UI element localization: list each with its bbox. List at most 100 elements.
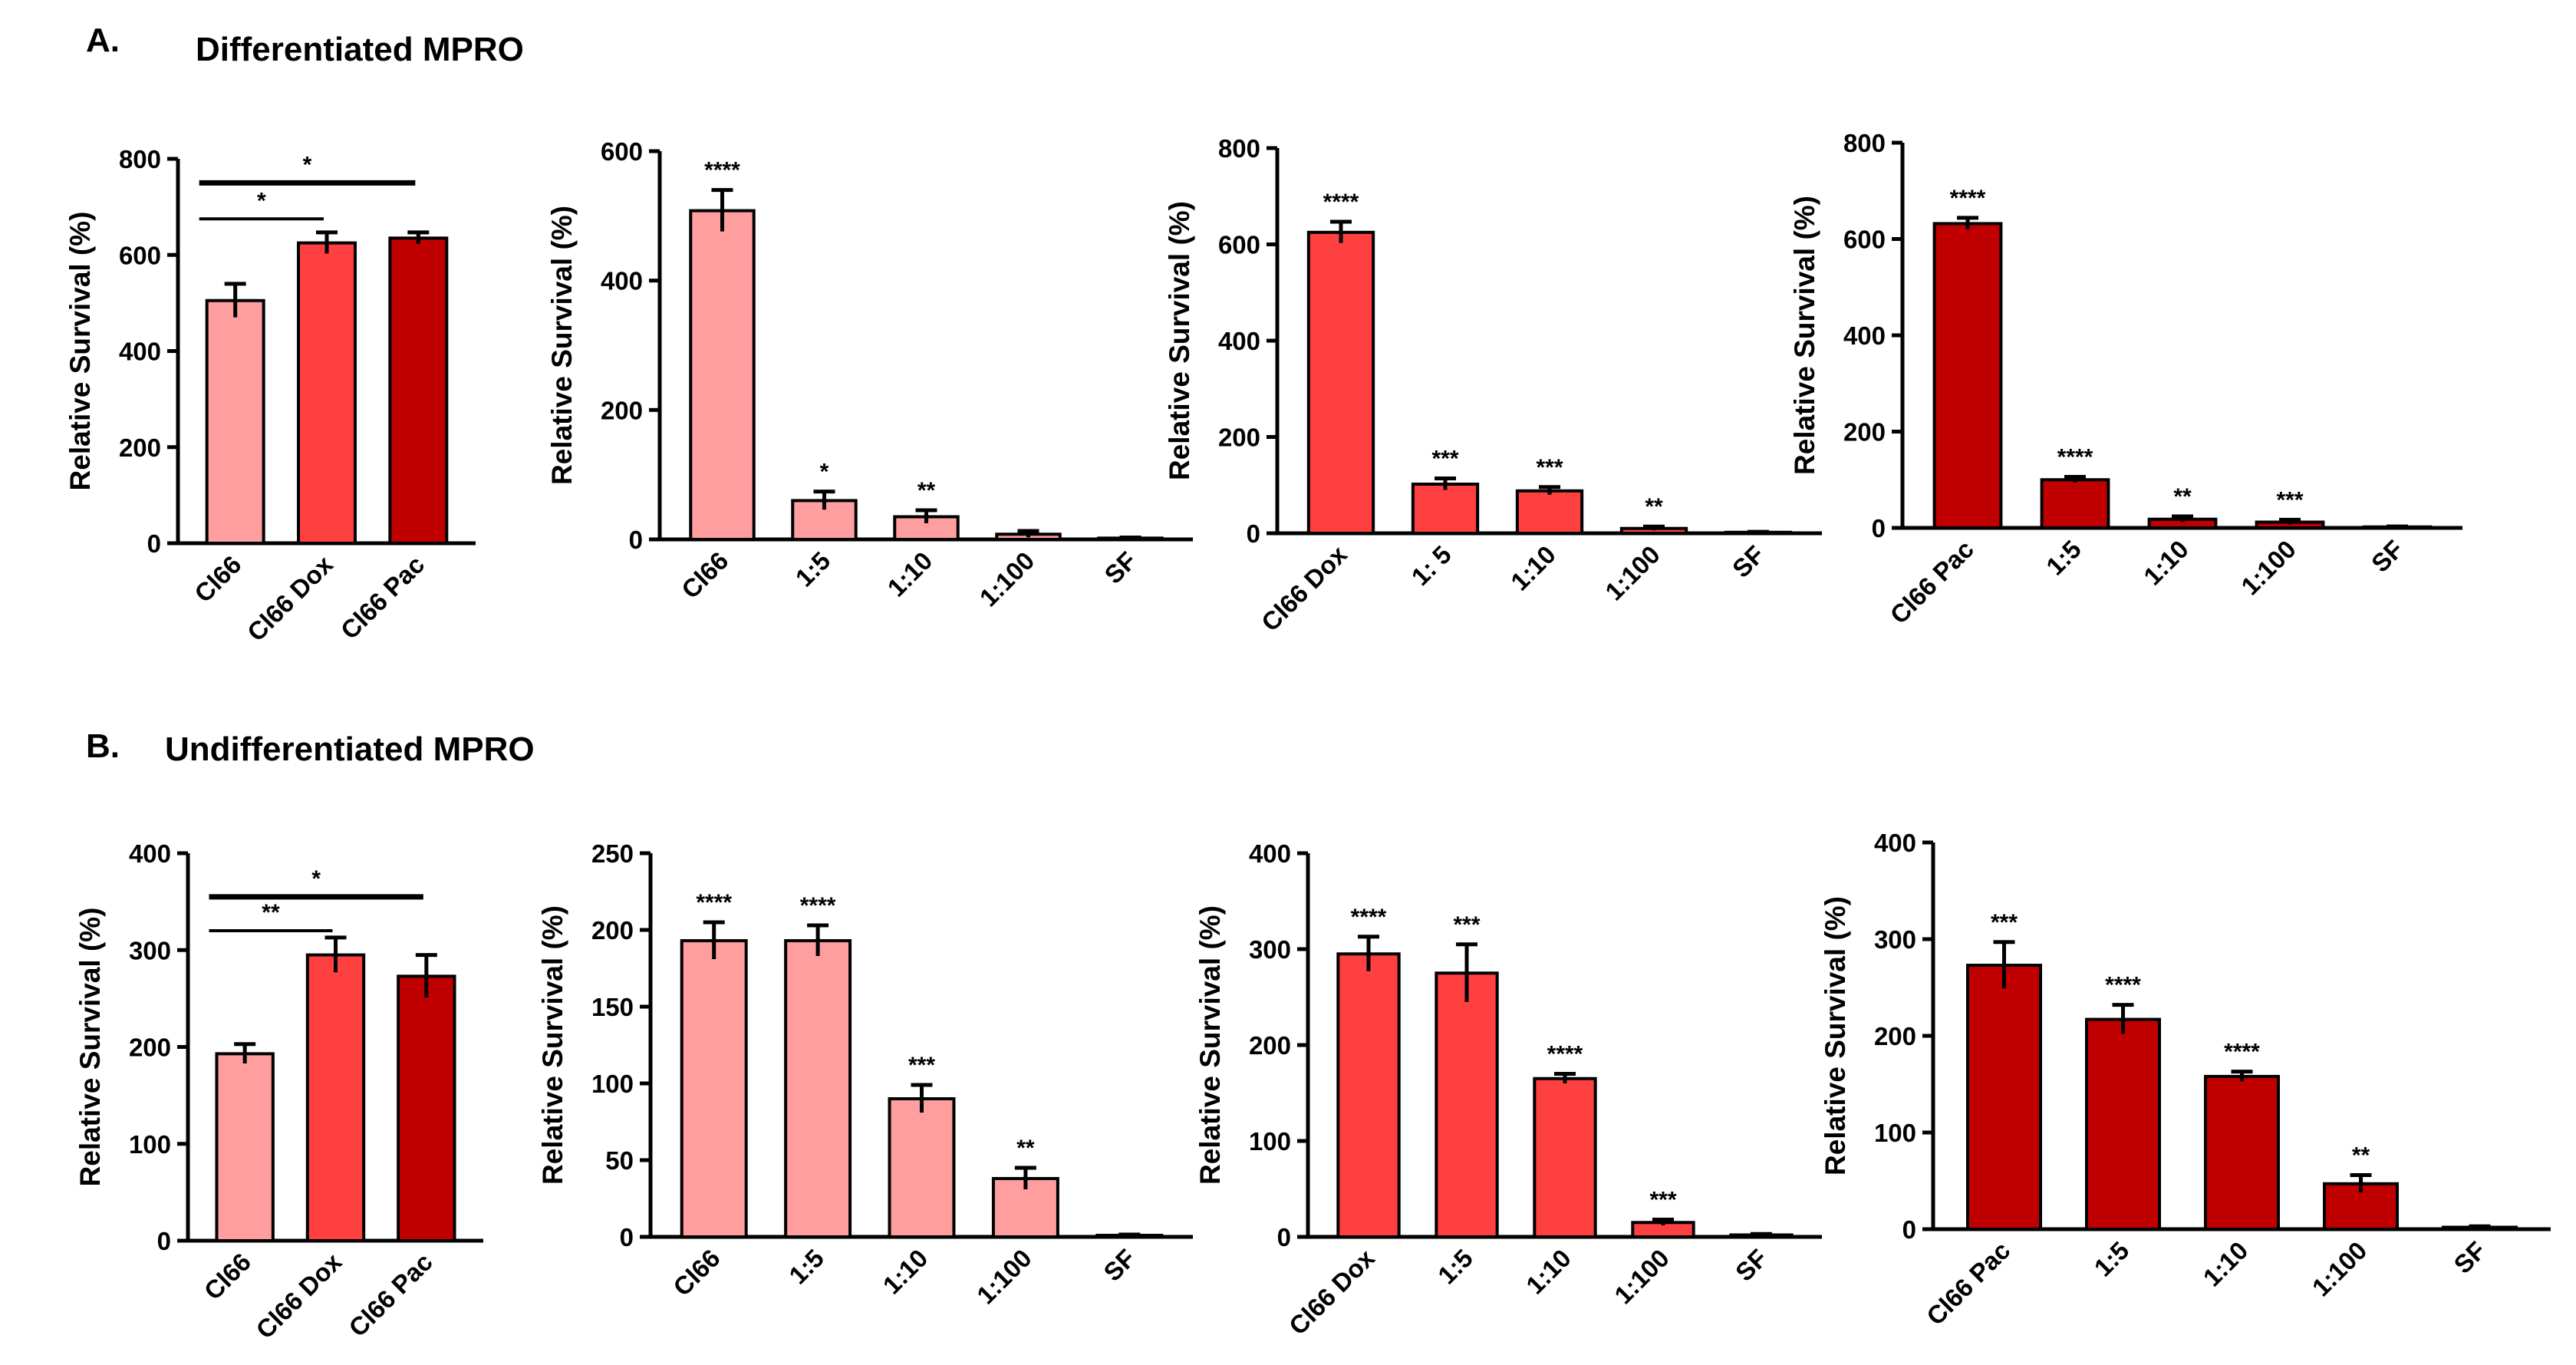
bar <box>689 209 756 541</box>
significance-label: **** <box>1351 905 1387 930</box>
x-tick-label: Cl66 Dox <box>1283 1243 1380 1340</box>
y-tick-label: 400 <box>1249 839 1291 868</box>
x-tick-label: 1:100 <box>1609 1244 1675 1310</box>
x-tick-label: 1:5 <box>790 546 836 592</box>
bar <box>1533 1077 1597 1238</box>
bar <box>1966 964 2042 1231</box>
x-tick-label: 1: 5 <box>1406 540 1457 591</box>
x-tick-label: 1:5 <box>2089 1236 2135 1282</box>
bracket-significance-label: ** <box>262 900 280 925</box>
bar <box>1411 482 1480 535</box>
significance-label: **** <box>704 158 740 183</box>
subplot-7: 0 100 200 300 400 Relative Survival (%) **** Cl… <box>1194 839 1822 1340</box>
significance-label: **** <box>1323 190 1359 215</box>
y-tick-label: 50 <box>605 1146 634 1175</box>
x-tick-label: SF <box>1727 540 1770 583</box>
x-tick-label: Cl66 Pac <box>335 550 430 645</box>
y-tick-label: 0 <box>620 1223 634 1251</box>
x-tick-label: 1:5 <box>783 1244 829 1290</box>
y-tick-label: 600 <box>601 137 643 166</box>
x-tick-label: 1:100 <box>2235 535 2301 601</box>
x-tick-label: Cl66 <box>667 1244 725 1301</box>
x-tick-label: Cl66 Dox <box>242 549 338 646</box>
x-tick-label: 1:100 <box>1599 540 1665 606</box>
x-tick-label: 1:100 <box>2307 1236 2373 1302</box>
y-axis-label: Relative Survival (%) <box>1820 896 1851 1175</box>
bar <box>215 1052 275 1243</box>
y-tick-label: 800 <box>119 145 161 173</box>
significance-label: **** <box>1950 186 1986 211</box>
significance-label: *** <box>1991 910 2018 935</box>
y-tick-label: 200 <box>1218 424 1260 452</box>
significance-label: *** <box>2276 487 2303 513</box>
significance-label: ** <box>1645 494 1663 519</box>
significance-label: **** <box>2224 1040 2260 1065</box>
significance-label: * <box>820 460 829 485</box>
x-tick-label: 1:10 <box>1520 1244 1576 1300</box>
subplot-8: 0 100 200 300 400 Relative Survival (%) *** Cl6… <box>1820 829 2551 1330</box>
y-tick-label: 0 <box>1872 514 1886 542</box>
bar <box>784 939 852 1238</box>
x-tick-label: SF <box>2448 1236 2491 1279</box>
y-tick-label: 800 <box>1218 134 1260 163</box>
y-tick-label: 400 <box>1843 321 1886 350</box>
y-tick-label: 400 <box>119 338 161 366</box>
y-tick-label: 0 <box>1247 519 1260 548</box>
bar <box>1306 230 1375 535</box>
subplot-3: 0 200 400 600 800 Relative Survival (%) **** Cl… <box>1164 134 1822 637</box>
significance-label: *** <box>1649 1188 1676 1213</box>
x-tick-label: 1:10 <box>1505 540 1561 596</box>
significance-label: ** <box>917 478 936 503</box>
bar <box>1932 222 2003 529</box>
y-tick-label: 200 <box>591 916 634 945</box>
y-tick-label: 400 <box>129 839 171 868</box>
bar <box>1515 489 1584 536</box>
bar <box>297 241 357 545</box>
y-tick-label: 600 <box>1218 231 1260 259</box>
y-tick-label: 200 <box>129 1034 171 1062</box>
subplot-2: 0 200 400 600 Relative Survival (%) **** Cl66 *… <box>546 137 1193 612</box>
bar <box>205 298 265 545</box>
x-tick-label: 1:5 <box>2041 535 2087 581</box>
subplot-4: 0 200 400 600 800 Relative Survival (%) **** Cl… <box>1789 129 2462 629</box>
bar <box>1435 971 1499 1238</box>
y-tick-label: 0 <box>147 529 161 558</box>
x-tick-label: SF <box>1730 1244 1773 1287</box>
bar <box>397 974 456 1243</box>
y-tick-label: 200 <box>601 396 643 424</box>
bar <box>388 236 449 545</box>
x-tick-label: Cl66 Pac <box>1921 1236 2015 1330</box>
x-tick-label: 1:100 <box>971 1244 1037 1310</box>
bar <box>2085 1017 2161 1231</box>
x-tick-label: Cl66 Pac <box>1884 535 1978 629</box>
bar <box>2040 478 2110 529</box>
significance-label: *** <box>1431 446 1458 471</box>
bracket-significance-label: * <box>311 866 321 892</box>
y-tick-label: 0 <box>1277 1223 1291 1251</box>
y-tick-label: 100 <box>1874 1119 1916 1147</box>
y-tick-label: 250 <box>591 839 634 868</box>
y-tick-label: 300 <box>129 936 171 964</box>
significance-label: *** <box>908 1053 935 1078</box>
y-axis-label: Relative Survival (%) <box>74 908 106 1187</box>
y-axis-label: Relative Survival (%) <box>1789 196 1820 475</box>
y-axis-label: Relative Survival (%) <box>1164 201 1195 480</box>
y-tick-label: 200 <box>1874 1022 1916 1050</box>
x-tick-label: 1:10 <box>2138 535 2194 591</box>
significance-label: ** <box>1016 1136 1035 1161</box>
y-tick-label: 200 <box>119 434 161 462</box>
x-tick-label: 1:10 <box>882 546 938 602</box>
x-tick-label: Cl66 <box>199 1248 256 1305</box>
y-tick-label: 100 <box>1249 1127 1291 1156</box>
significance-label: *** <box>1453 912 1480 938</box>
y-tick-label: 0 <box>629 526 643 554</box>
x-tick-label: Cl66 Dox <box>1256 539 1352 636</box>
y-tick-label: 400 <box>1218 327 1260 355</box>
panel-b-title: Undifferentiated MPRO <box>165 730 535 768</box>
y-tick-label: 0 <box>157 1227 171 1255</box>
x-tick-label: SF <box>2366 535 2409 578</box>
y-tick-label: 0 <box>1902 1215 1916 1244</box>
